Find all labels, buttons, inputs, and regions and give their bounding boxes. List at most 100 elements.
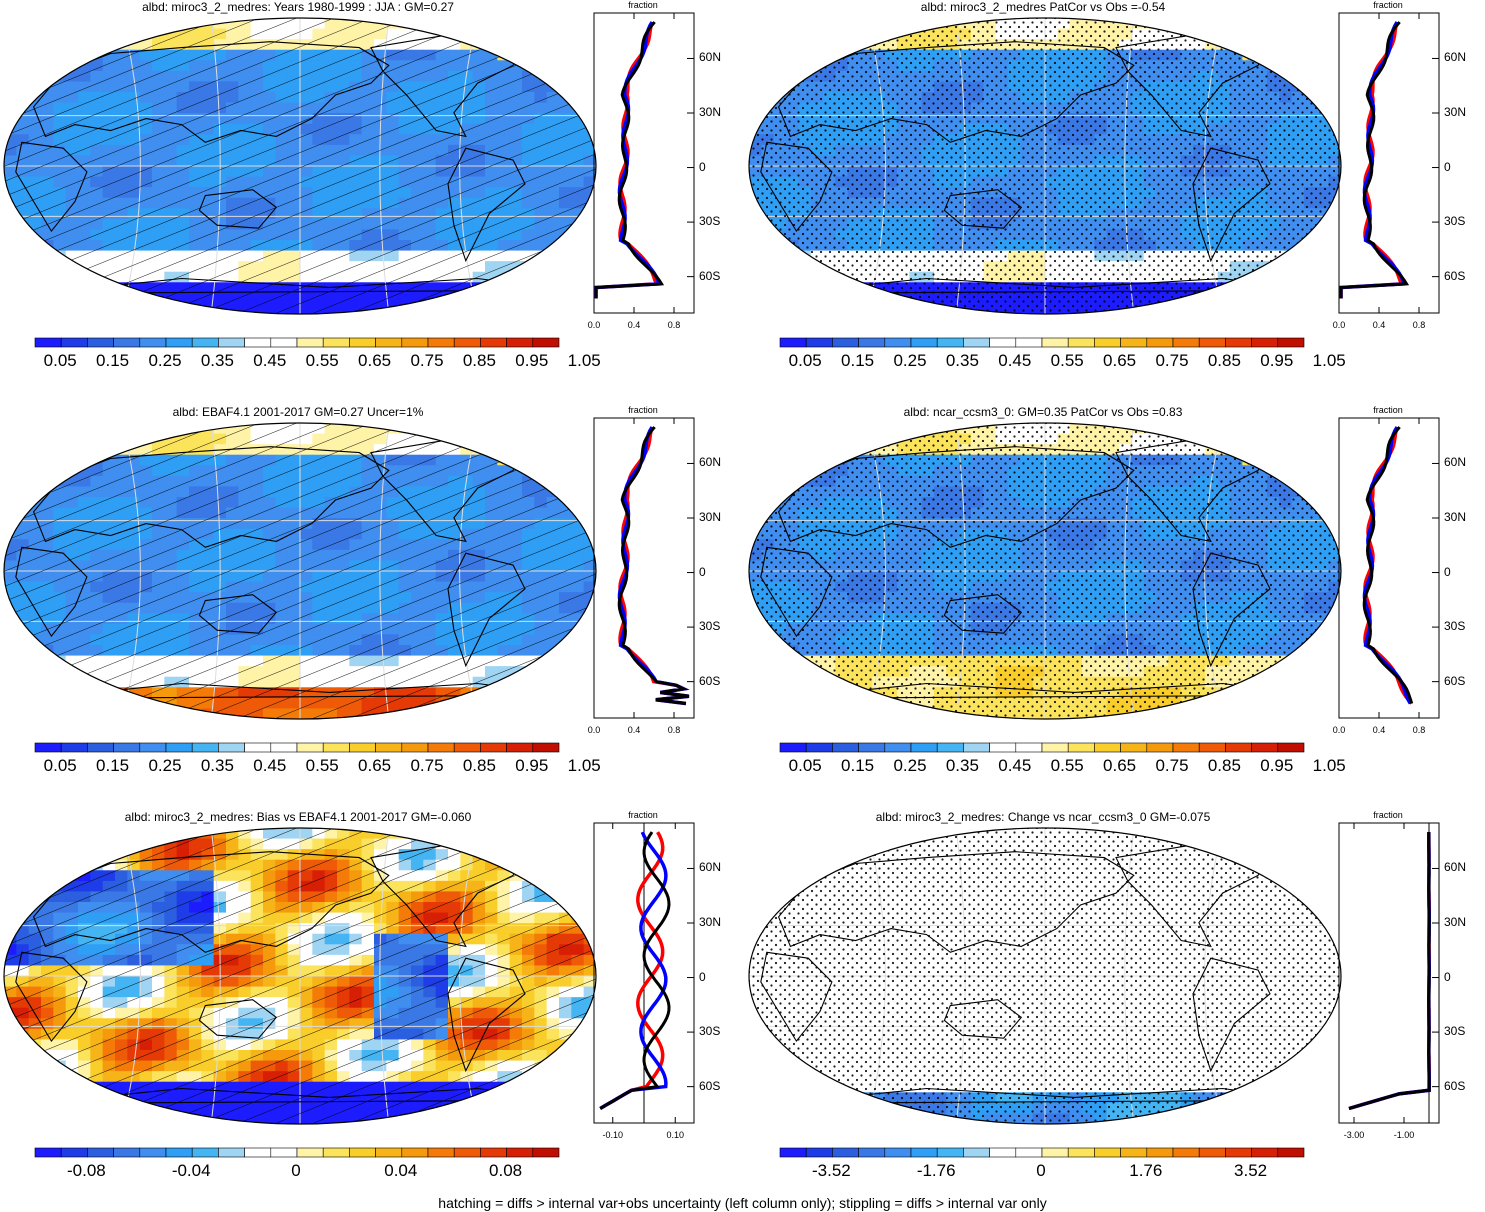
colorbar-tick-label: 0.75 [1155,351,1189,370]
zonal-xtick-label: 0.0 [1332,320,1346,330]
colorbar-tick-label: 0.65 [358,351,392,370]
lat-tick-label: 60N [699,860,722,875]
map-plot [3,422,597,720]
zonal-xtick-label: 0.4 [1372,320,1386,330]
colorbar-tick-label: 0.15 [841,351,875,370]
colorbar-tick-label: 0.85 [462,351,496,370]
zonal-xtick-label: 0.0 [1332,725,1346,735]
lat-tick-label: 30N [699,105,722,119]
lat-tick-label: 0 [699,564,706,579]
colorbar-tick-label: 0.75 [410,351,444,370]
lat-tick-label: 0 [1444,564,1451,579]
colorbar-tick-label: 1.05 [1312,756,1346,775]
colorbar-tick-label: 0 [291,1161,301,1180]
colorbar-tick-label: 0.25 [893,756,927,775]
zonal-mean-plot [1338,417,1440,719]
colorbar-tick-label: 0.85 [462,756,496,775]
colorbar-tick-label: 0.95 [515,756,549,775]
colorbar-tick-label: 0.15 [841,756,875,775]
lat-tick-label: 60N [1444,860,1467,875]
lat-tick-label: 60N [699,455,722,470]
zonal-header: fraction [1373,405,1403,415]
colorbar-tick-label: 0.75 [1155,756,1189,775]
colorbar-tick-label: 0.25 [148,756,182,775]
map-plot [748,17,1342,315]
colorbar-tick-label: 0.45 [253,756,287,775]
colorbar-tick-label: 0.95 [515,351,549,370]
map-plot [748,827,1342,1125]
lat-tick-label: 30S [1444,214,1466,229]
zonal-xtick-label: -3.00 [1343,1130,1365,1140]
colorbar-tick-label: 0.55 [1050,351,1084,370]
colorbar-tick-label: -0.08 [67,1161,106,1180]
colorbar [34,1147,560,1158]
map-title: albd: miroc3_2_medres PatCor vs Obs =-0.… [920,0,1166,14]
zonal-xtick-label: 0.4 [1372,725,1386,735]
colorbar [779,337,1305,348]
panel-5: albd: miroc3_2_medres: Bias vs EBAF4.1 2… [0,810,740,1210]
colorbar-tick-label: 0.15 [96,756,130,775]
colorbar-tick-label: 1.05 [1312,351,1346,370]
lat-tick-label: 30S [699,1024,721,1039]
colorbar-tick-label: 0.65 [358,756,392,775]
lat-tick-label: 30S [699,214,721,229]
colorbar-tick-label: 0.15 [96,351,130,370]
panel-6: albd: miroc3_2_medres: Change vs ncar_cc… [745,810,1485,1210]
colorbar-tick-label: 0.25 [893,351,927,370]
map-title: albd: miroc3_2_medres: Bias vs EBAF4.1 2… [124,810,472,824]
zonal-xtick-label: 0.0 [587,320,601,330]
colorbar-tick-label: 0.55 [305,756,339,775]
colorbar-tick-label: 0.85 [1207,351,1241,370]
colorbar-tick-label: 0.95 [1260,756,1294,775]
map-title: albd: EBAF4.1 2001-2017 GM=0.27 Uncer=1% [172,405,424,419]
map-title: albd: miroc3_2_medres: Change vs ncar_cc… [875,810,1211,824]
lat-tick-label: 30S [1444,619,1466,634]
zonal-xtick-label: 0.8 [1412,725,1426,735]
footer-note: hatching = diffs > internal var+obs unce… [438,1195,1047,1211]
lat-tick-label: 30N [699,510,722,524]
zonal-xtick-label: -0.10 [602,1130,624,1140]
lat-tick-label: 30S [699,619,721,634]
zonal-xtick-label: 0.0 [587,725,601,735]
map-plot [3,17,597,315]
colorbar-tick-label: 1.05 [567,351,601,370]
colorbar-tick-label: 0.35 [200,351,234,370]
colorbar-tick-label: 3.52 [1234,1161,1268,1180]
colorbar-tick-label: 0.05 [788,756,822,775]
lat-tick-label: 0 [1444,969,1451,984]
zonal-mean-plot [1338,12,1440,314]
lat-tick-label: 60S [699,268,721,283]
lat-tick-label: 60N [699,50,722,65]
zonal-xtick-label: -1.00 [1393,1130,1415,1140]
colorbar [779,1147,1305,1158]
colorbar-tick-label: 0.08 [489,1161,523,1180]
colorbar [34,742,560,753]
colorbar-tick-label: 0.85 [1207,756,1241,775]
zonal-header: fraction [1373,0,1403,10]
colorbar [34,337,560,348]
colorbar-tick-label: 0.95 [1260,351,1294,370]
lat-tick-label: 0 [699,969,706,984]
colorbar-tick-label: 1.05 [567,756,601,775]
colorbar [779,742,1305,753]
lat-tick-label: 60S [699,673,721,688]
zonal-header: fraction [628,405,658,415]
colorbar-tick-label: 0.65 [1103,756,1137,775]
colorbar-tick-label: 0.05 [43,351,77,370]
panel-4: albd: ncar_ccsm3_0: GM=0.35 PatCor vs Ob… [745,405,1485,805]
colorbar-tick-label: 0.35 [945,756,979,775]
lat-tick-label: 30N [1444,105,1467,119]
lat-tick-label: 60N [1444,455,1467,470]
zonal-mean-plot [593,12,695,314]
map-plot [748,422,1342,720]
zonal-xtick-label: 0.8 [667,320,681,330]
colorbar-tick-label: -3.52 [812,1161,851,1180]
zonal-header: fraction [628,810,658,820]
lat-tick-label: 60S [1444,268,1466,283]
colorbar-tick-label: 0.45 [253,351,287,370]
zonal-mean-plot [1338,822,1440,1124]
colorbar-tick-label: 0.55 [305,351,339,370]
lat-tick-label: 0 [699,159,706,174]
lat-tick-label: 0 [1444,159,1451,174]
zonal-xtick-label: 0.8 [667,725,681,735]
